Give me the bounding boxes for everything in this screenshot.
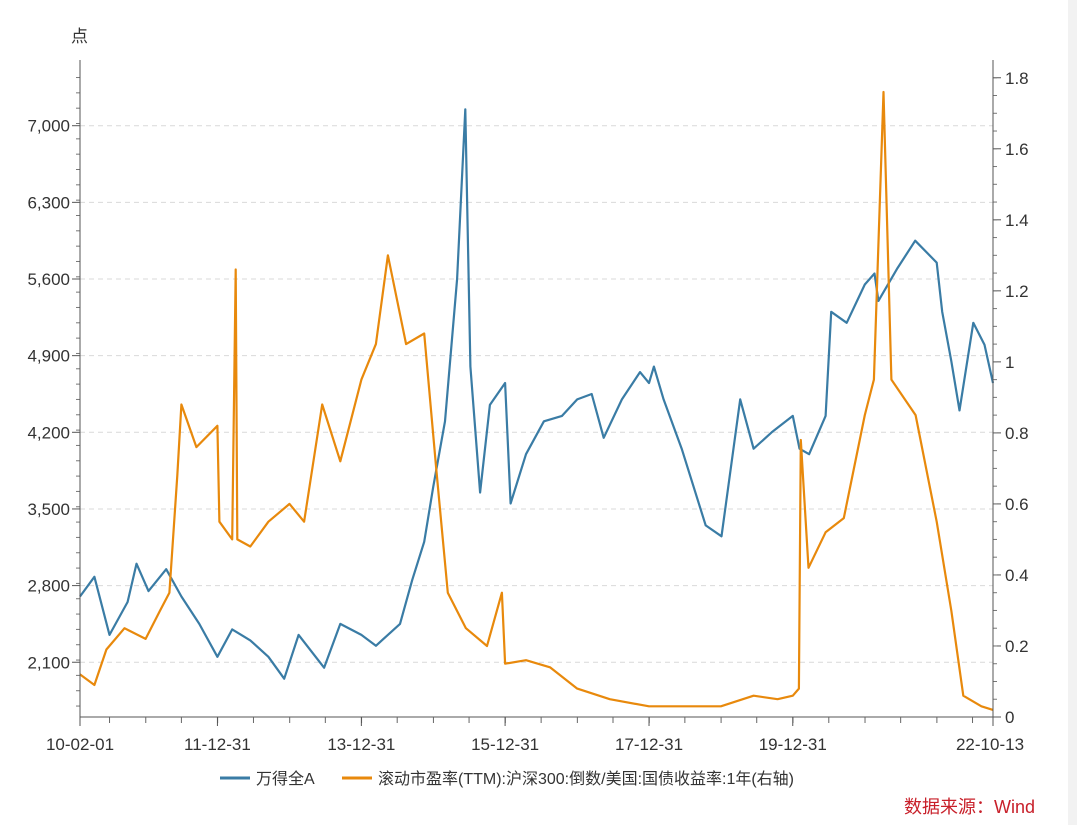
right-axis-tick-label: 1	[1005, 353, 1014, 372]
left-axis-tick-label: 3,500	[27, 500, 70, 519]
right-axis-tick-label: 0.8	[1005, 424, 1029, 443]
left-axis-unit-label: 点	[71, 27, 88, 46]
legend-label: 万得全A	[256, 770, 315, 788]
series-lines	[79, 90, 995, 711]
x-axis-tick-label: 17-12-31	[615, 735, 683, 754]
right-axis-tick-label: 0.2	[1005, 637, 1029, 656]
x-axis-tick-label: 10-02-01	[46, 735, 114, 754]
source-note: 数据来源：Wind	[903, 797, 1035, 817]
right-axis-tick-label: 1.2	[1005, 282, 1029, 301]
legend-label: 滚动市盈率(TTM):沪深300:倒数/美国:国债收益率:1年(右轴)	[378, 770, 794, 788]
right-axis-tick-label: 0.4	[1005, 566, 1029, 585]
x-axis-tick-label: 13-12-31	[327, 735, 395, 754]
legend: 万得全A 滚动市盈率(TTM):沪深300:倒数/美国:国债收益率:1年(右轴)	[220, 770, 794, 788]
x-axis-tick-label: 19-12-31	[759, 735, 827, 754]
right-axis-tick-label: 0	[1005, 708, 1014, 727]
left-axis-tick-label: 4,200	[27, 423, 70, 442]
right-axis-tick-label: 1.6	[1005, 140, 1029, 159]
gridlines	[80, 125, 993, 663]
left-axis-tick-label: 2,100	[27, 653, 70, 672]
series-line-wind-all-a	[79, 108, 995, 680]
series-line-ratio-right-axis	[79, 90, 994, 711]
left-axis-tick-label: 2,800	[27, 577, 70, 596]
x-axis-tick-label: 11-12-31	[184, 735, 251, 754]
left-axis-tick-label: 4,900	[27, 347, 70, 366]
x-axis-tick-label: 15-12-31	[471, 735, 539, 754]
x-axis-tick-label: 22-10-13	[956, 735, 1024, 754]
right-axis-tick-label: 0.6	[1005, 495, 1029, 514]
left-axis-tick-label: 5,600	[27, 270, 70, 289]
left-axis-tick-label: 6,300	[27, 193, 70, 212]
right-axis-tick-label: 1.8	[1005, 69, 1029, 88]
left-axis-tick-label: 7,000	[27, 117, 70, 136]
page-edge	[1068, 0, 1077, 825]
axes: 2,100 2,800 3,500 4,200 4,900 5,600 6,300 7,000…	[27, 60, 1029, 754]
right-axis-tick-label: 1.4	[1005, 211, 1029, 230]
